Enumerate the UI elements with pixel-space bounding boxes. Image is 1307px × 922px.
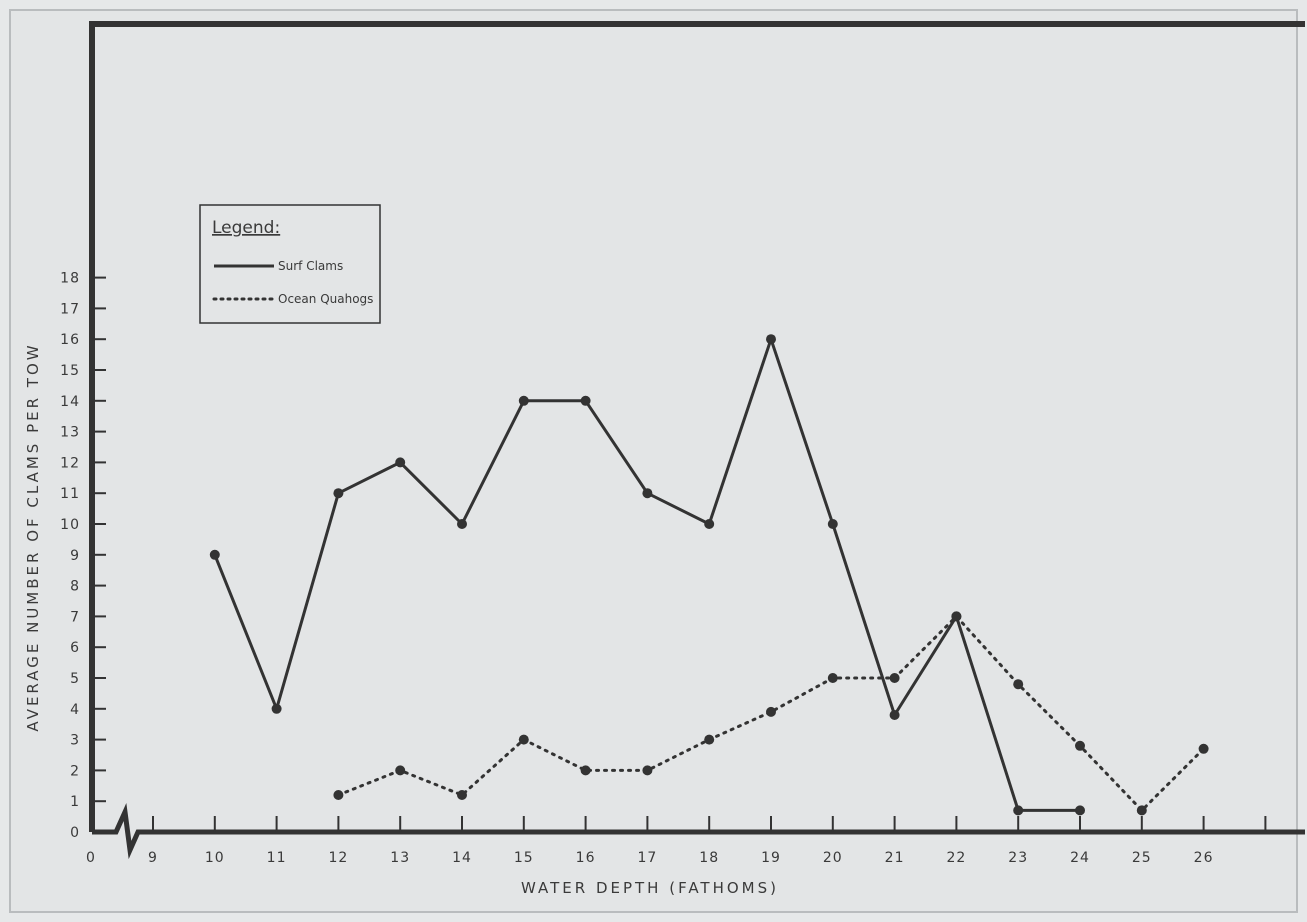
data-point-surf-clams bbox=[889, 710, 900, 720]
plot-frame-border bbox=[89, 21, 1305, 832]
y-tick-label: 6 bbox=[70, 640, 80, 656]
data-point-surf-clams bbox=[457, 519, 467, 529]
x-tick-label: 15 bbox=[514, 850, 534, 866]
data-point-surf-clams bbox=[580, 395, 591, 406]
legend: Legend: Surf Clams Ocean Quahogs bbox=[199, 204, 381, 324]
x-tick-label: 23 bbox=[1008, 850, 1028, 866]
y-tick-label: 17 bbox=[60, 301, 80, 317]
x-tick-label: 21 bbox=[885, 850, 905, 866]
y-tick-label: 18 bbox=[60, 271, 80, 287]
y-tick-label: 15 bbox=[60, 363, 80, 379]
x-tick-label: 0 bbox=[86, 850, 96, 866]
y-tick-label: 13 bbox=[60, 425, 80, 441]
legend-label-ocean-quahogs: Ocean Quahogs bbox=[278, 292, 373, 306]
y-tick-label: 3 bbox=[70, 733, 80, 749]
data-point-ocean-quahogs bbox=[1075, 740, 1085, 751]
data-point-surf-clams bbox=[209, 549, 220, 560]
series-layer bbox=[209, 334, 1209, 816]
x-tick-label: 17 bbox=[637, 850, 657, 866]
x-tick-label: 10 bbox=[205, 850, 225, 866]
plot-frame bbox=[89, 21, 1305, 860]
y-tick-label: 2 bbox=[70, 763, 80, 779]
y-axis-title: AVERAGE NUMBER OF CLAMS PER TOW bbox=[24, 342, 42, 731]
y-tick-label: 4 bbox=[70, 702, 80, 718]
x-tick-label: 12 bbox=[328, 850, 348, 866]
x-tick-label: 11 bbox=[267, 850, 287, 866]
data-point-surf-clams bbox=[1013, 805, 1024, 816]
x-tick-label: 22 bbox=[946, 850, 966, 866]
y-tick-label: 5 bbox=[70, 671, 80, 687]
x-axis-line bbox=[92, 802, 1305, 860]
y-tick-label: 14 bbox=[60, 394, 80, 410]
y-tick-label: 1 bbox=[70, 794, 80, 810]
y-tick-label: 8 bbox=[70, 579, 80, 595]
x-tick-label: 19 bbox=[761, 850, 781, 866]
data-point-ocean-quahogs bbox=[518, 734, 529, 745]
x-tick-label: 20 bbox=[823, 850, 843, 866]
y-tick-label: 7 bbox=[70, 609, 80, 625]
data-point-ocean-quahogs bbox=[766, 706, 776, 717]
data-point-ocean-quahogs bbox=[642, 765, 653, 776]
axis-ticks: 0 9 10 11 12 13 14 15 16 17 18 19 20 21 22 23 24 25 260123… bbox=[60, 271, 1267, 866]
x-tick-label: 18 bbox=[699, 850, 719, 866]
data-point-surf-clams bbox=[642, 488, 653, 499]
y-tick-label: 16 bbox=[60, 332, 80, 348]
x-tick-label: 13 bbox=[390, 850, 410, 866]
data-point-ocean-quahogs bbox=[333, 790, 344, 800]
data-point-surf-clams bbox=[1075, 805, 1085, 816]
data-point-surf-clams bbox=[827, 519, 838, 529]
y-tick-label: 12 bbox=[60, 455, 80, 471]
data-point-ocean-quahogs bbox=[889, 673, 900, 683]
data-point-ocean-quahogs bbox=[395, 765, 406, 776]
legend-box bbox=[199, 204, 381, 324]
data-point-surf-clams bbox=[395, 457, 406, 468]
data-point-surf-clams bbox=[518, 395, 529, 406]
data-point-ocean-quahogs bbox=[1013, 679, 1024, 690]
x-tick-label: 24 bbox=[1070, 850, 1090, 866]
y-tick-label: 9 bbox=[70, 548, 80, 564]
data-point-ocean-quahogs bbox=[580, 765, 591, 776]
data-point-surf-clams bbox=[333, 488, 344, 499]
x-tick-label: 26 bbox=[1194, 850, 1214, 866]
y-tick-label: 10 bbox=[60, 517, 80, 533]
x-tick-label: 25 bbox=[1132, 850, 1152, 866]
data-point-ocean-quahogs bbox=[1136, 805, 1147, 816]
legend-title: Legend: bbox=[212, 218, 280, 238]
y-tick-label: 0 bbox=[70, 825, 80, 841]
data-point-ocean-quahogs bbox=[704, 734, 715, 745]
data-point-ocean-quahogs bbox=[457, 790, 467, 800]
x-tick-label: 16 bbox=[576, 850, 596, 866]
x-tick-label: 14 bbox=[452, 850, 472, 866]
data-point-ocean-quahogs bbox=[827, 673, 838, 683]
legend-label-surf-clams: Surf Clams bbox=[278, 259, 343, 273]
series-line-ocean-quahogs bbox=[336, 614, 1206, 812]
data-point-surf-clams bbox=[704, 519, 715, 529]
x-tick-label: 9 bbox=[148, 850, 158, 866]
data-point-surf-clams bbox=[766, 334, 776, 345]
y-tick-label: 11 bbox=[60, 486, 80, 502]
data-point-ocean-quahogs bbox=[951, 611, 962, 622]
x-axis-title: WATER DEPTH (FATHOMS) bbox=[521, 879, 779, 897]
page-frame bbox=[9, 9, 1298, 913]
data-point-ocean-quahogs bbox=[1198, 743, 1209, 754]
data-point-surf-clams bbox=[271, 703, 282, 714]
